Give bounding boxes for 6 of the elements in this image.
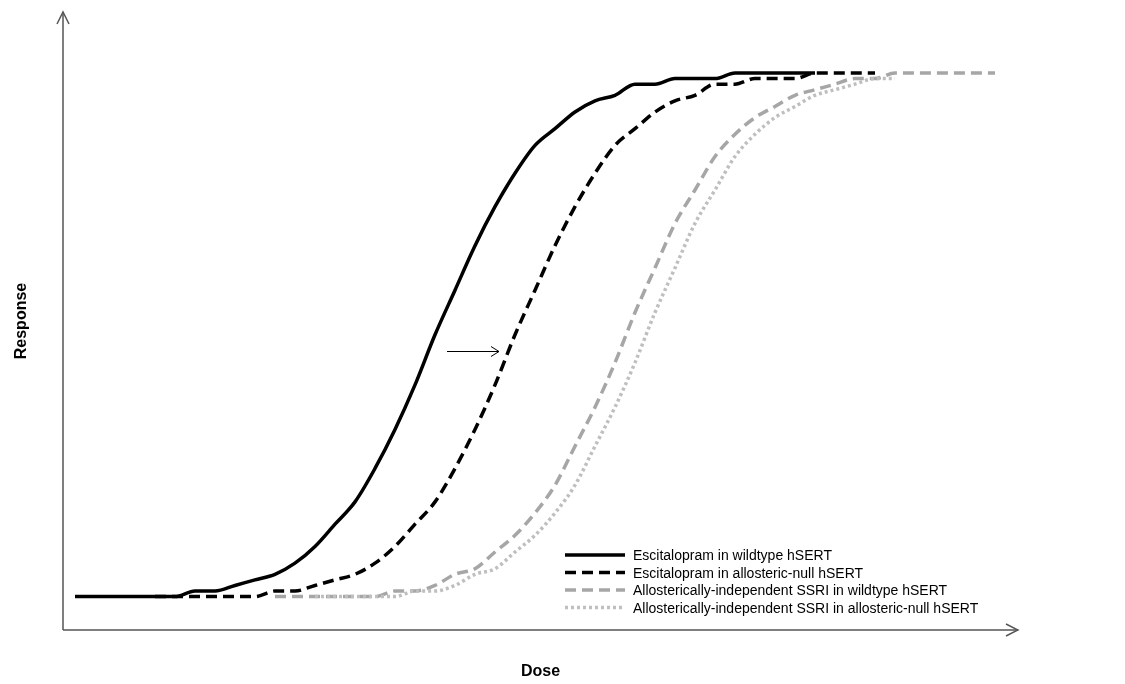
y-axis-title: Response bbox=[12, 282, 29, 360]
legend-label: Allosterically-independent SSRI in wildtype hSERT bbox=[633, 582, 948, 598]
legend-label: Escitalopram in wildtype hSERT bbox=[633, 547, 833, 563]
x-axis-title: Dose bbox=[520, 662, 561, 679]
legend-label: Allosterically-independent SSRI in allosteric-null hSERT bbox=[633, 599, 979, 616]
legend-label: Escitalopram in allosteric-null hSERT bbox=[633, 564, 864, 581]
